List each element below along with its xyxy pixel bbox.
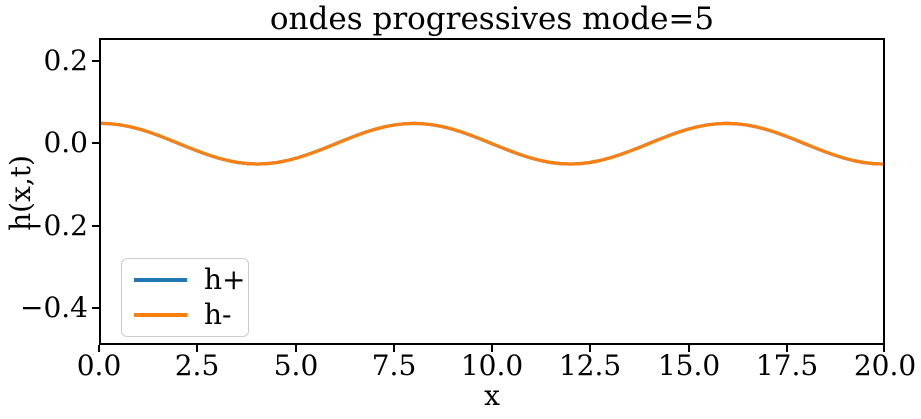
x-tick-label: 2.5 <box>174 349 220 382</box>
x-tick-mark <box>393 345 395 352</box>
legend: h+ h- <box>121 258 249 337</box>
x-tick-label: 15.0 <box>657 349 721 382</box>
y-tick-mark <box>92 142 99 144</box>
y-tick-mark <box>92 225 99 227</box>
x-tick-label: 0.0 <box>76 349 122 382</box>
x-tick-mark <box>295 345 297 352</box>
legend-line-sample <box>134 313 187 318</box>
legend-line-sample <box>134 277 187 282</box>
x-tick-mark <box>98 345 100 352</box>
y-axis-label: h(x,t) <box>4 155 37 231</box>
x-tick-label: 5.0 <box>273 349 319 382</box>
chart-title: ondes progressives mode=5 <box>269 1 715 37</box>
x-axis-label: x <box>484 379 500 412</box>
x-tick-label: 10.0 <box>460 349 524 382</box>
y-tick-label: −0.2 <box>20 209 88 242</box>
y-tick-mark <box>92 60 99 62</box>
plot-svg <box>101 121 883 166</box>
y-tick-label: 0.0 <box>43 126 88 159</box>
y-tick-mark <box>92 307 99 309</box>
legend-label: h+ <box>204 262 246 296</box>
x-tick-label: 7.5 <box>371 349 417 382</box>
x-tick-mark <box>491 345 493 352</box>
series-line-h- <box>101 121 883 166</box>
legend-entry: h- <box>134 298 236 332</box>
x-tick-label: 12.5 <box>558 349 622 382</box>
x-tick-mark <box>589 345 591 352</box>
x-tick-mark <box>883 345 885 352</box>
legend-label: h- <box>204 298 232 332</box>
legend-entry: h+ <box>134 263 246 297</box>
x-tick-mark <box>786 345 788 352</box>
x-tick-label: 17.5 <box>755 349 819 382</box>
y-tick-label: 0.2 <box>43 44 88 77</box>
x-tick-label: 20.0 <box>853 349 917 382</box>
x-tick-mark <box>688 345 690 352</box>
x-tick-mark <box>196 345 198 352</box>
y-tick-label: −0.4 <box>20 291 88 324</box>
